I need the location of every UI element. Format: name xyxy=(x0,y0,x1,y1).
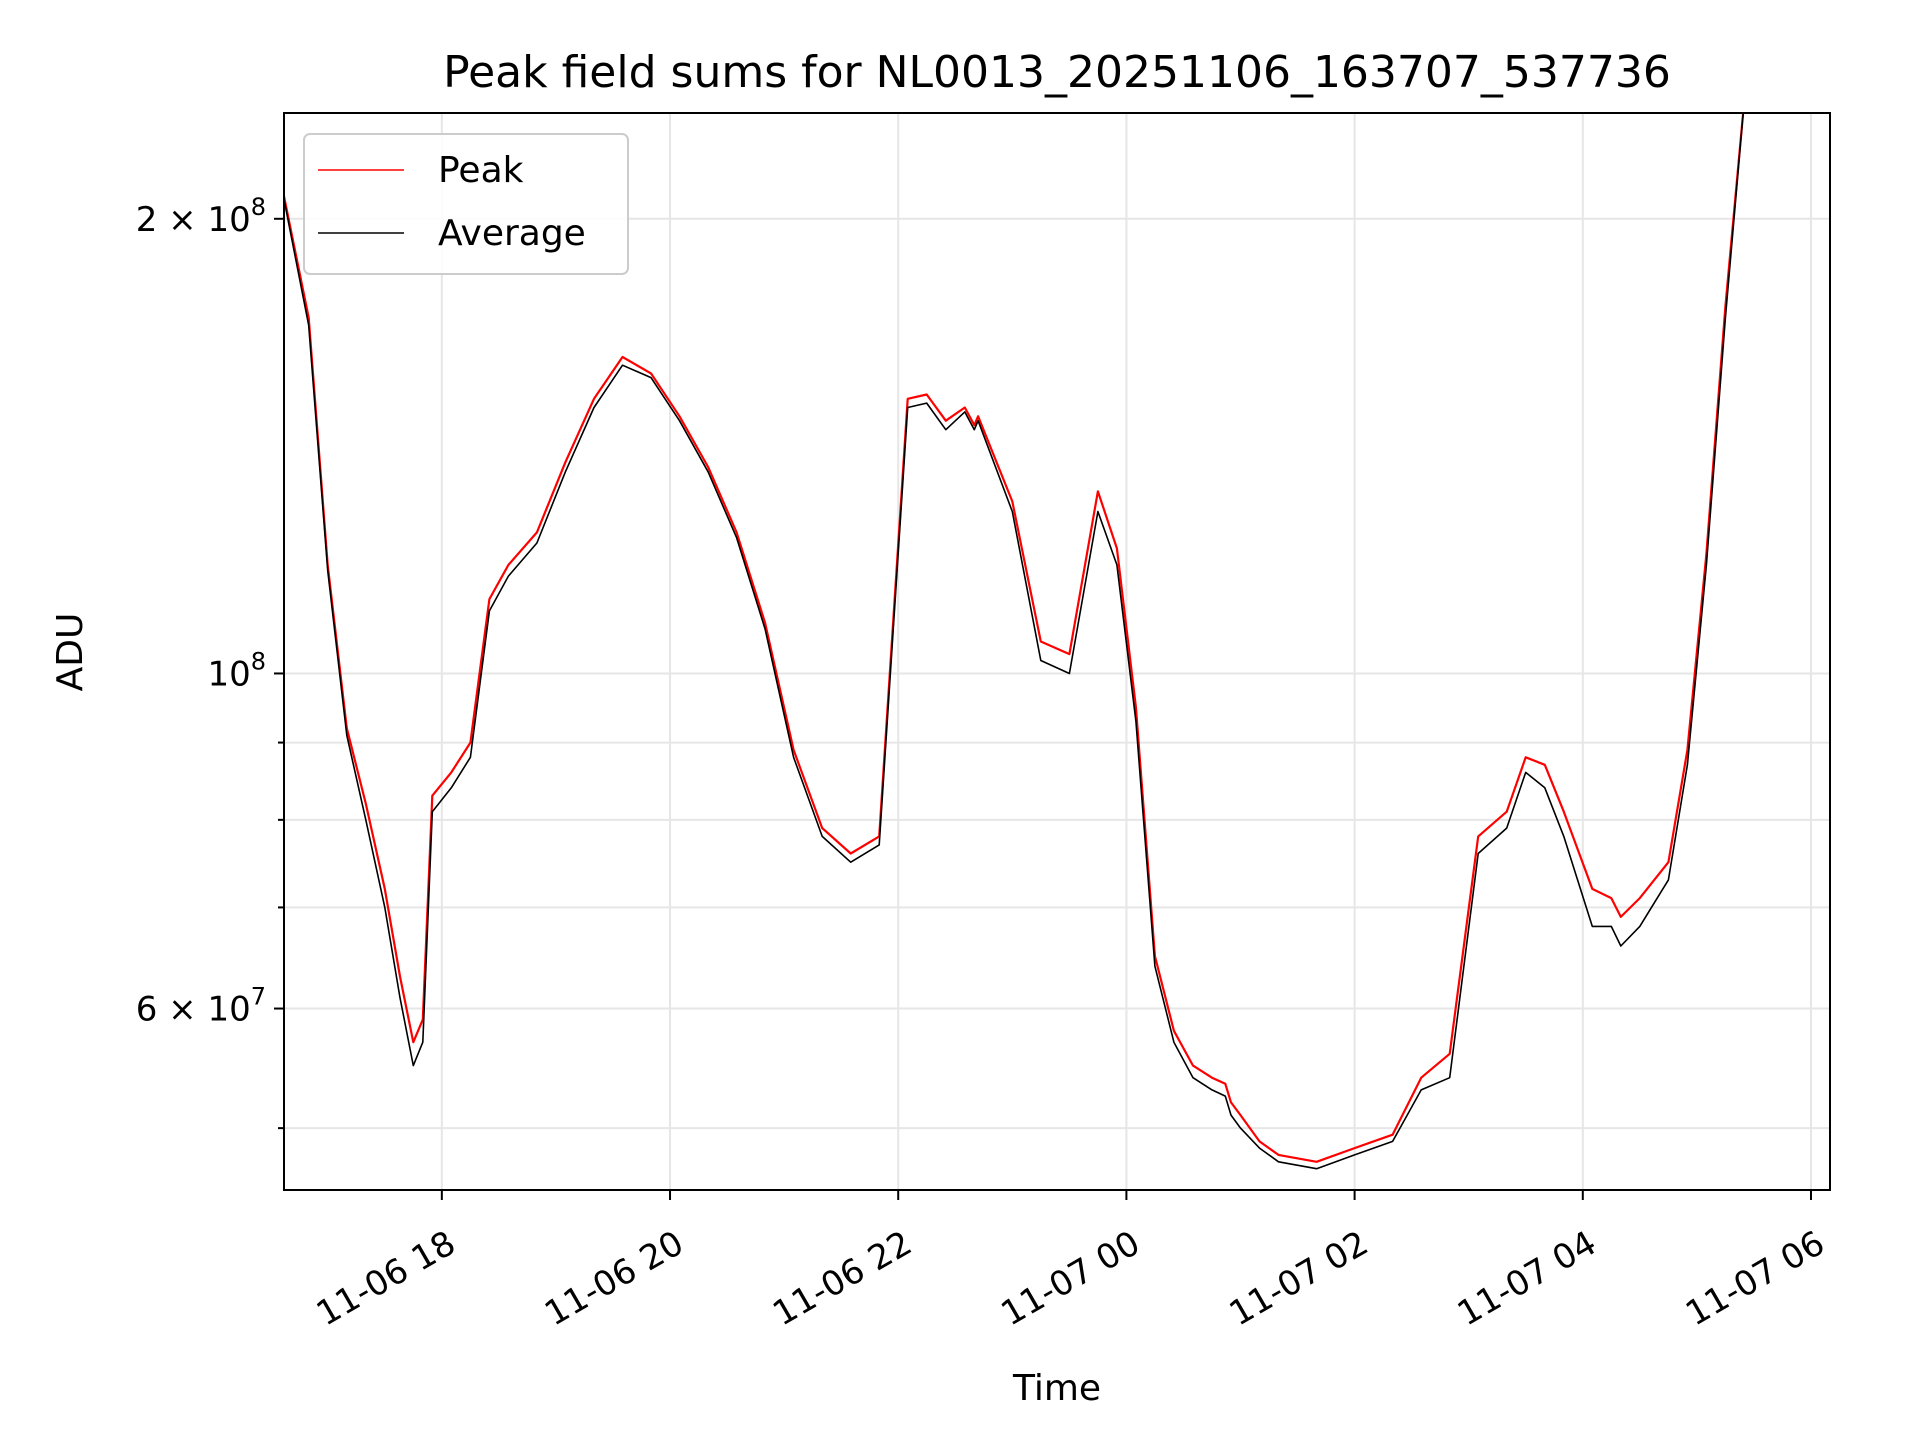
grid-lines xyxy=(284,113,1830,1190)
x-axis-label: Time xyxy=(1012,1368,1101,1409)
y-tick-label: 6 × 107 xyxy=(136,983,266,1030)
legend-label-average: Average xyxy=(438,213,586,254)
plot-frame xyxy=(283,112,1831,1191)
series-line-average xyxy=(284,113,1745,1170)
series-lines xyxy=(284,113,1745,1170)
y-tick-label: 108 xyxy=(207,647,266,694)
series-line-peak xyxy=(284,113,1745,1163)
legend: Peak Average xyxy=(303,133,629,275)
legend-box xyxy=(303,133,629,275)
y-tick-label: 2 × 108 xyxy=(136,193,266,240)
legend-label-peak: Peak xyxy=(438,150,524,191)
y-axis-label: ADU xyxy=(50,613,91,692)
chart-title: Peak field sums for NL0013_20251106_1637… xyxy=(443,47,1671,98)
